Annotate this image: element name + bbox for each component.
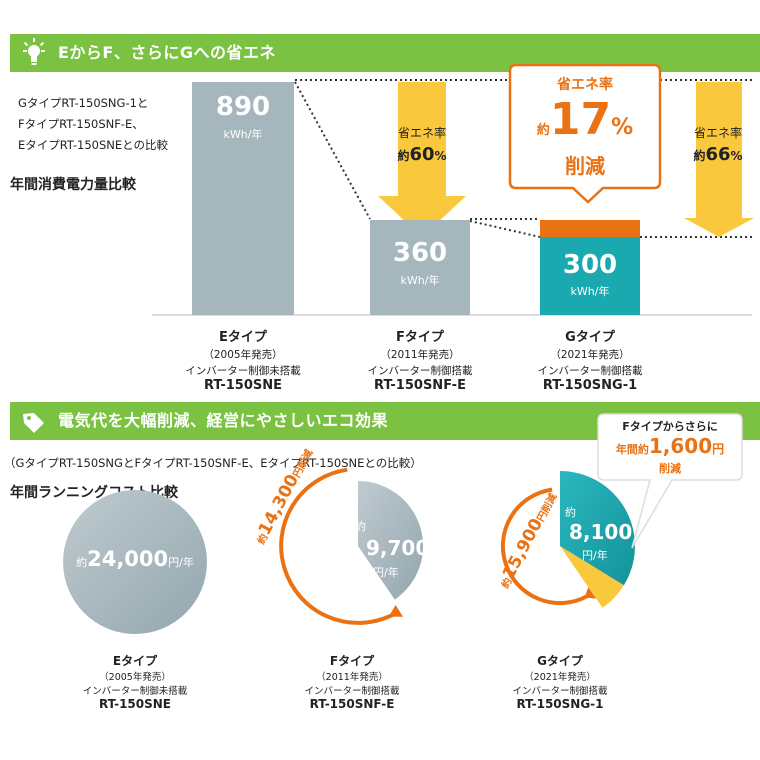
- compare-note-2: （GタイプRT-150SNGとFタイプRT-150SNF-E、EタイプRT-15…: [4, 456, 422, 470]
- cost-callout-value: 年間約1,600円: [615, 434, 725, 458]
- arrow-right-label: 省エネ率: [693, 126, 742, 140]
- arrow-left-value: 約60%: [397, 144, 447, 165]
- pie-g-bg: [485, 471, 635, 621]
- bar-g-saving: [540, 220, 640, 237]
- pie-f-type: Fタイプ: [329, 654, 375, 668]
- chart-title-energy: 年間消費電力量比較: [10, 177, 136, 193]
- arrow-left-label: 省エネ率: [397, 126, 446, 140]
- pie-f-unit: 円/年: [373, 566, 399, 579]
- section2-title: 電気代を大幅削減、経営にやさしいエコ効果: [58, 411, 389, 430]
- bar-f-year: （2011年発売）: [380, 349, 460, 361]
- pie-f-year: （2011年発売）: [316, 672, 388, 683]
- pie-g-value: 8,100: [569, 520, 633, 544]
- pie-g-arrow-head: [584, 587, 597, 599]
- bar-e-type: Eタイプ: [219, 330, 267, 345]
- bar-g-model: RT-150SNG-1: [542, 378, 638, 393]
- compare-note-line1: GタイプRT-150SNG-1と: [18, 96, 149, 110]
- section2-banner: 電気代を大幅削減、経営にやさしいエコ効果: [10, 402, 760, 440]
- lightbulb-icon: [23, 38, 45, 65]
- bar-f-inverter: インバーター制御搭載: [367, 365, 473, 377]
- pie-g-type: Gタイプ: [537, 654, 583, 668]
- pie-e-value: 約24,000円/年: [76, 547, 194, 571]
- pie-f-value: 9,700: [366, 536, 430, 560]
- pie-e-year: （2005年発売）: [99, 672, 171, 683]
- pie-e-inverter: インバーター制御未搭載: [82, 686, 188, 697]
- bar-f-model: RT-150SNF-E: [374, 378, 466, 393]
- bar-f-value: 360: [392, 238, 448, 268]
- bar-e-model: RT-150SNE: [203, 378, 283, 393]
- section1-title: EからF、さらにGへの省エネ: [58, 43, 276, 62]
- bar-g-type: Gタイプ: [565, 330, 615, 345]
- bar-e: [192, 82, 294, 315]
- arrow-right-value: 約66%: [693, 144, 743, 165]
- pie-e-type: Eタイプ: [112, 654, 158, 668]
- callout-label: 省エネ率: [557, 77, 613, 93]
- callout-value: 約17%: [536, 94, 634, 145]
- chart-title-cost: 年間ランニングコスト比較: [10, 485, 178, 501]
- bar-e-value: 890: [215, 92, 271, 122]
- bar-g-inverter: インバーター制御搭載: [537, 365, 643, 377]
- pie-f-arrow-head: [388, 605, 404, 617]
- callout-suffix: 削減: [565, 154, 605, 178]
- pie-g-model: RT-150SNG-1: [516, 697, 604, 711]
- bar-e-year: （2005年発売）: [203, 349, 283, 361]
- bar-f-type: Fタイプ: [396, 330, 444, 345]
- price-tag-icon: [23, 413, 44, 433]
- pie-e-model: RT-150SNE: [98, 697, 172, 711]
- compare-note-line2: FタイプRT-150SNF-E、: [18, 117, 144, 131]
- pie-f-prefix: 約: [355, 520, 366, 533]
- pie-g-saving: 約15,900円削減: [498, 492, 560, 591]
- bar-g-year: （2021年発売）: [550, 349, 630, 361]
- cost-callout-line1: Fタイプからさらに: [622, 420, 718, 433]
- cost-callout-suffix: 削減: [659, 462, 681, 475]
- pie-g-year: （2021年発売）: [524, 672, 596, 683]
- bar-g-unit: kWh/年: [570, 285, 610, 298]
- bar-e-unit: kWh/年: [223, 128, 263, 141]
- pie-g-prefix: 約: [565, 506, 576, 519]
- compare-note-line3: EタイプRT-150SNEとの比較: [18, 138, 169, 152]
- bar-e-inverter: インバーター制御未搭載: [185, 365, 301, 377]
- bar-g-value: 300: [562, 250, 618, 280]
- pie-f-inverter: インバーター制御搭載: [304, 686, 400, 697]
- bar-f-unit: kWh/年: [400, 274, 440, 287]
- bar-g: [540, 237, 640, 315]
- section1-banner: EからF、さらにGへの省エネ: [10, 34, 760, 72]
- pie-g-inverter: インバーター制御搭載: [512, 686, 608, 697]
- pie-f-model: RT-150SNF-E: [309, 697, 395, 711]
- pie-g-unit: 円/年: [582, 549, 608, 562]
- bar-f: [370, 220, 470, 315]
